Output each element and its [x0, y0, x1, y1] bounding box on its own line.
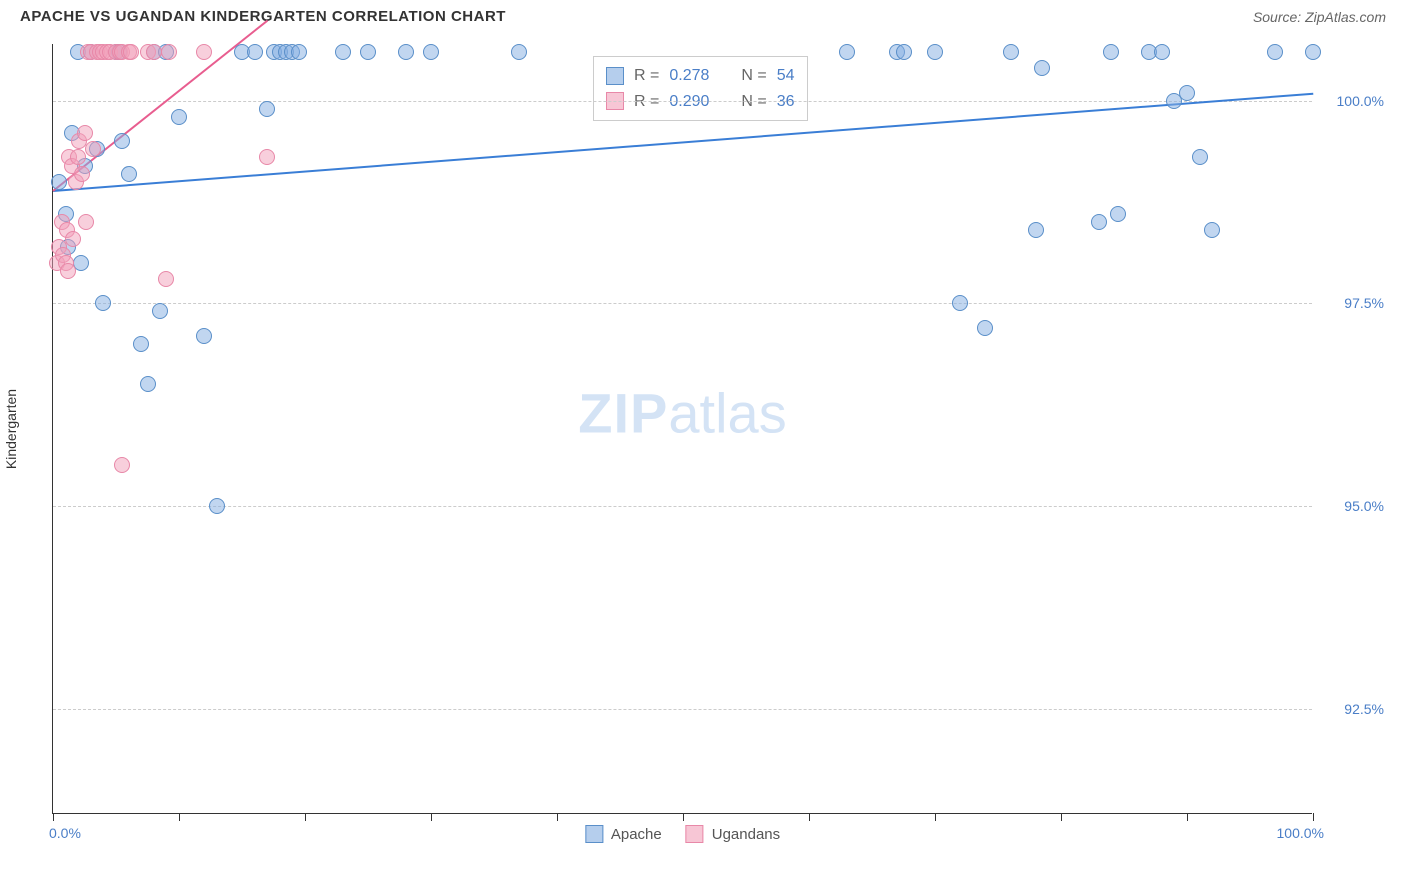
- data-point: [158, 271, 174, 287]
- data-point: [1103, 44, 1119, 60]
- data-point: [1267, 44, 1283, 60]
- n-label: N =: [741, 63, 766, 89]
- data-point: [146, 44, 162, 60]
- x-tick: [935, 813, 936, 821]
- gridline-h: [53, 506, 1312, 507]
- y-tick-label: 92.5%: [1344, 701, 1384, 717]
- data-point: [247, 44, 263, 60]
- data-point: [123, 44, 139, 60]
- data-point: [196, 44, 212, 60]
- data-point: [291, 44, 307, 60]
- y-tick-label: 97.5%: [1344, 295, 1384, 311]
- watermark: ZIPatlas: [578, 381, 786, 446]
- data-point: [171, 109, 187, 125]
- x-tick: [1187, 813, 1188, 821]
- swatch-blue-icon: [606, 67, 624, 85]
- data-point: [1028, 222, 1044, 238]
- data-point: [1003, 44, 1019, 60]
- data-point: [70, 149, 86, 165]
- plot-area: Kindergarten ZIPatlas 0.0% 100.0% R = 0.…: [52, 44, 1312, 814]
- stats-row-apache: R = 0.278 N = 54: [606, 63, 795, 89]
- gridline-h: [53, 101, 1312, 102]
- x-tick: [305, 813, 306, 821]
- data-point: [1179, 85, 1195, 101]
- data-point: [1305, 44, 1321, 60]
- data-point: [1204, 222, 1220, 238]
- x-tick: [53, 813, 54, 821]
- data-point: [85, 141, 101, 157]
- legend-label: Apache: [611, 826, 662, 843]
- data-point: [51, 174, 67, 190]
- r-value: 0.278: [669, 63, 709, 89]
- x-tick: [683, 813, 684, 821]
- data-point: [140, 376, 156, 392]
- legend-label: Ugandans: [712, 826, 780, 843]
- data-point: [114, 133, 130, 149]
- x-axis-min-label: 0.0%: [49, 825, 81, 841]
- y-tick-label: 100.0%: [1337, 93, 1384, 109]
- data-point: [839, 44, 855, 60]
- legend-item-apache: Apache: [585, 825, 662, 843]
- data-point: [95, 295, 111, 311]
- data-point: [74, 166, 90, 182]
- legend-item-ugandans: Ugandans: [686, 825, 780, 843]
- data-point: [259, 149, 275, 165]
- swatch-blue-icon: [585, 825, 603, 843]
- data-point: [952, 295, 968, 311]
- chart-header: APACHE VS UGANDAN KINDERGARTEN CORRELATI…: [0, 0, 1406, 29]
- n-value: 54: [777, 63, 795, 89]
- swatch-pink-icon: [686, 825, 704, 843]
- legend-bottom: Apache Ugandans: [585, 825, 780, 843]
- x-axis-max-label: 100.0%: [1277, 825, 1324, 841]
- x-tick: [431, 813, 432, 821]
- data-point: [398, 44, 414, 60]
- r-label: R =: [634, 63, 659, 89]
- data-point: [423, 44, 439, 60]
- y-axis-label: Kindergarten: [3, 388, 19, 468]
- data-point: [60, 263, 76, 279]
- data-point: [977, 320, 993, 336]
- data-point: [65, 231, 81, 247]
- data-point: [1192, 149, 1208, 165]
- x-tick: [1313, 813, 1314, 821]
- data-point: [114, 457, 130, 473]
- chart-source: Source: ZipAtlas.com: [1253, 9, 1386, 25]
- data-point: [1154, 44, 1170, 60]
- data-point: [1110, 206, 1126, 222]
- gridline-h: [53, 709, 1312, 710]
- data-point: [360, 44, 376, 60]
- chart-container: Kindergarten ZIPatlas 0.0% 100.0% R = 0.…: [52, 44, 1392, 814]
- x-tick: [179, 813, 180, 821]
- data-point: [1034, 60, 1050, 76]
- data-point: [133, 336, 149, 352]
- data-point: [121, 166, 137, 182]
- data-point: [927, 44, 943, 60]
- x-tick: [809, 813, 810, 821]
- data-point: [77, 125, 93, 141]
- data-point: [896, 44, 912, 60]
- data-point: [161, 44, 177, 60]
- gridline-h: [53, 303, 1312, 304]
- data-point: [259, 101, 275, 117]
- watermark-bold: ZIP: [578, 382, 668, 445]
- y-tick-label: 95.0%: [1344, 498, 1384, 514]
- data-point: [335, 44, 351, 60]
- data-point: [78, 214, 94, 230]
- stats-legend-box: R = 0.278 N = 54 R = 0.290 N = 36: [593, 56, 808, 121]
- data-point: [209, 498, 225, 514]
- data-point: [152, 303, 168, 319]
- data-point: [196, 328, 212, 344]
- data-point: [511, 44, 527, 60]
- data-point: [1091, 214, 1107, 230]
- watermark-light: atlas: [668, 382, 786, 445]
- x-tick: [1061, 813, 1062, 821]
- x-tick: [557, 813, 558, 821]
